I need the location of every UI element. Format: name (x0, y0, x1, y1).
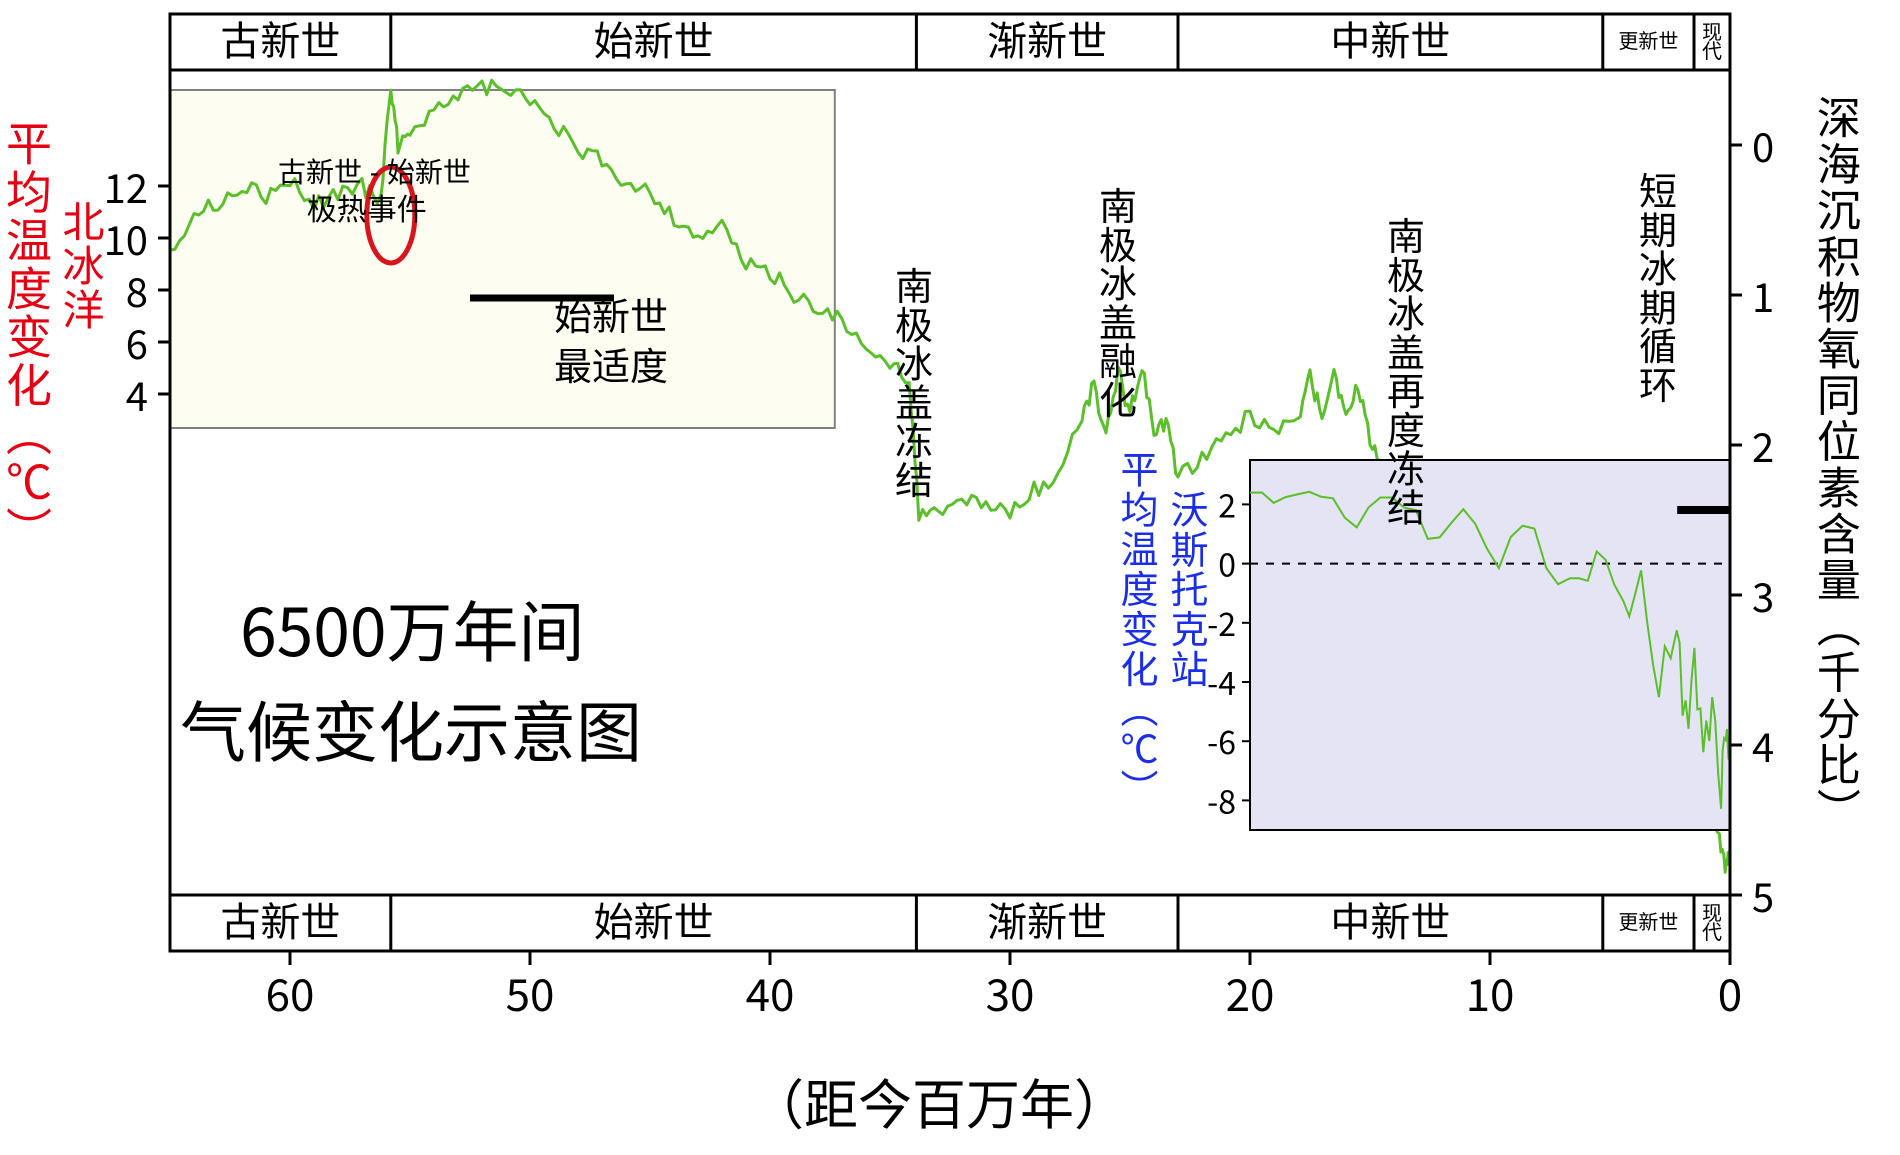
svg-text:3: 3 (1752, 566, 1774, 624)
svg-text:40: 40 (746, 960, 795, 1024)
svg-text:4: 4 (1752, 716, 1774, 774)
svg-text:0: 0 (1218, 541, 1236, 587)
svg-text:30: 30 (986, 960, 1035, 1024)
svg-text:50: 50 (506, 960, 555, 1024)
right-axis-title: 深海沉积物氧同位素含量（千分比） (1816, 95, 1861, 834)
x-axis-label: （距今百万年） (750, 1061, 1128, 1140)
svg-text:现代: 现代 (1702, 22, 1722, 63)
chart-root: 古新世始新世渐新世中新世更新世现代古新世始新世渐新世中新世更新世现代605040… (0, 0, 1900, 1155)
chart-svg: 古新世始新世渐新世中新世更新世现代古新世始新世渐新世中新世更新世现代605040… (0, 0, 1900, 1155)
svg-text:古新世: 古新世 (220, 20, 340, 64)
annotation-glacial_cyc: 短期冰期循环 (1639, 172, 1677, 408)
svg-text:10: 10 (1466, 960, 1515, 1024)
svg-text:始新世: 始新世 (594, 901, 714, 945)
chart-title-line1: 6500万年间 (240, 580, 585, 676)
svg-text:4: 4 (126, 365, 148, 423)
svg-text:20: 20 (1226, 960, 1275, 1024)
svg-text:8: 8 (126, 261, 148, 319)
svg-text:0: 0 (1718, 960, 1742, 1024)
inset-axis-title: 平均温度变化（℃） (1120, 450, 1158, 809)
svg-text:-6: -6 (1207, 718, 1236, 764)
annotation-ant_freeze: 南极冰盖冻结 (895, 267, 933, 503)
svg-text:更新世: 更新世 (1618, 30, 1678, 53)
svg-text:5: 5 (1752, 866, 1774, 924)
annotation-petm_label2: 极热事件 (307, 194, 427, 227)
svg-text:中新世: 中新世 (1330, 20, 1450, 64)
annotation-petm_label1: 古新世 - 始新世 (278, 157, 471, 188)
svg-text:60: 60 (266, 960, 315, 1024)
chart-title-line2: 气候变化示意图 (180, 680, 642, 776)
annotation-ant_melt: 南极冰盖融化 (1099, 187, 1137, 423)
inset-sublabel: 沃斯托克站 (1170, 490, 1208, 690)
svg-text:-8: -8 (1207, 777, 1236, 823)
left-axis-sublabel: 北冰洋 (62, 200, 104, 332)
svg-text:渐新世: 渐新世 (987, 901, 1107, 945)
svg-text:现代: 现代 (1702, 903, 1722, 944)
svg-text:2: 2 (1218, 481, 1236, 527)
svg-text:更新世: 更新世 (1618, 911, 1678, 934)
svg-text:0: 0 (1752, 116, 1774, 174)
left-axis-title: 平均温度变化（℃） (6, 120, 52, 555)
svg-text:1: 1 (1752, 266, 1774, 324)
annotation-eocene_opt2: 最适度 (554, 347, 668, 389)
annotation-ant_refreeze: 南极冰盖再度冻结 (1387, 217, 1425, 530)
annotation-eocene_opt: 始新世 (554, 297, 668, 339)
svg-text:渐新世: 渐新世 (987, 20, 1107, 64)
svg-text:2: 2 (1752, 416, 1774, 474)
svg-text:6: 6 (126, 313, 148, 371)
svg-text:中新世: 中新世 (1330, 901, 1450, 945)
svg-text:始新世: 始新世 (594, 20, 714, 64)
svg-text:古新世: 古新世 (220, 901, 340, 945)
